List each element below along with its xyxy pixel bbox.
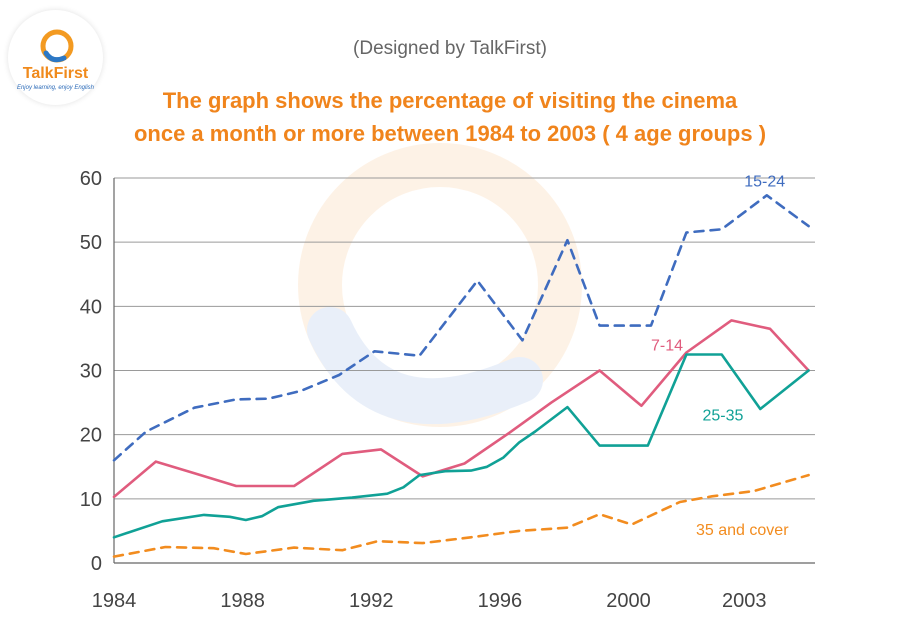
- chart-title-line-2: once a month or more between 1984 to 200…: [133, 121, 767, 146]
- x-axis-tick-labels: 1984 1988 1992 1996 2000 2003: [92, 590, 767, 612]
- series-labels: 15-24 7-14 25-35 35 and cover: [651, 173, 789, 538]
- speech-bubble-logo-icon: [40, 29, 74, 63]
- x-tick-label: 2000: [606, 590, 651, 612]
- y-tick-label: 50: [80, 232, 102, 254]
- y-axis-tick-labels: 0 10 20 30 40 50 60: [80, 168, 102, 575]
- series-line-7-14: [112, 319, 810, 499]
- series-label-15-24: 15-24: [744, 173, 785, 190]
- series-line-15-24: [112, 194, 810, 462]
- chart-title: The graph shows the percentage of visiti…: [60, 84, 840, 150]
- x-tick-label: 1988: [220, 590, 265, 612]
- y-tick-label: 0: [91, 553, 102, 575]
- x-tick-label: 1996: [478, 590, 523, 612]
- y-tick-label: 60: [80, 168, 102, 190]
- chart-series: [112, 194, 810, 558]
- series-line-25-35: [112, 353, 810, 539]
- designer-credit: (Designed by TalkFirst): [353, 38, 547, 59]
- x-tick-label: 1984: [92, 590, 137, 612]
- chart-axes: [113, 178, 815, 564]
- logo-brand-text: TalkFirst: [22, 65, 89, 82]
- y-tick-label: 40: [80, 296, 102, 318]
- chart-title-line-1: The graph shows the percentage of visiti…: [162, 88, 738, 113]
- y-tick-label: 10: [80, 489, 102, 511]
- series-label-25-35: 25-35: [702, 408, 743, 425]
- series-label-7-14: 7-14: [651, 338, 683, 355]
- x-tick-label: 2003: [722, 590, 767, 612]
- x-tick-label: 1992: [349, 590, 394, 612]
- y-tick-label: 20: [80, 425, 102, 447]
- series-label-35-and-cover: 35 and cover: [696, 522, 789, 539]
- series-line-35-and-cover: [112, 473, 810, 558]
- watermark-logo: [298, 143, 582, 427]
- logo-tagline: Enjoy learning, enjoy English: [16, 85, 95, 91]
- chart-grid: [114, 177, 815, 500]
- y-tick-label: 30: [80, 361, 102, 383]
- talkfirst-logo: TalkFirst Enjoy learning, enjoy English: [8, 10, 103, 105]
